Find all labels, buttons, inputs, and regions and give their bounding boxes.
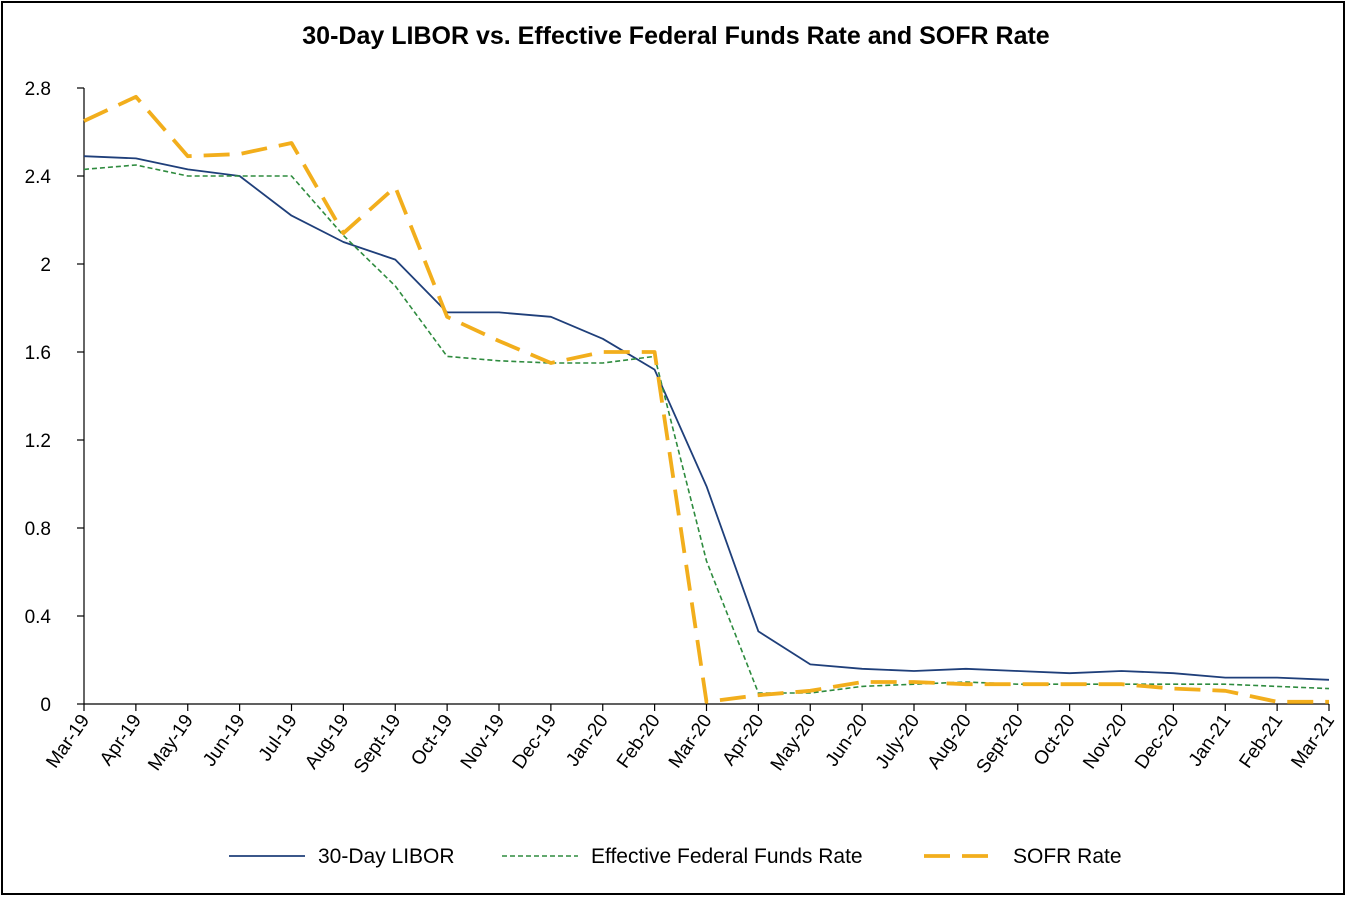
series-line-1: [83, 155, 1330, 681]
y-tick-label: 1.6: [25, 343, 51, 364]
y-tick-label: 0.8: [25, 519, 51, 540]
x-tick-label: Nov-19: [457, 711, 509, 773]
x-tick-label: Jan-21: [1185, 711, 1236, 771]
legend-label-3: SOFR Rate: [1013, 845, 1122, 868]
y-tick-label: 0: [40, 695, 51, 716]
y-axis-ticks: 0 0.4 0.8 1.2 1.6 2 2.4 2.8: [25, 79, 84, 716]
x-tick-label: Oct-19: [407, 711, 457, 770]
x-tick-label: Feb-20: [613, 711, 665, 772]
legend-label-1: 30-Day LIBOR: [318, 845, 455, 868]
x-tick-label: Sept-19: [350, 711, 405, 778]
series-lines: [83, 94, 1330, 704]
y-tick-label: 2.4: [25, 167, 52, 188]
x-tick-label: Sept-20: [972, 711, 1027, 778]
y-tick-label: 2: [40, 255, 51, 276]
x-tick-label: Aug-20: [924, 711, 976, 773]
x-tick-label: May-19: [144, 711, 198, 775]
x-tick-label: Mar-20: [665, 711, 717, 772]
x-tick-label: Jun-20: [822, 711, 873, 771]
series-line-2: [83, 164, 1330, 694]
x-tick-label: July-20: [872, 711, 924, 773]
x-tick-label: Apr-19: [96, 711, 146, 770]
x-tick-label: Nov-20: [1079, 711, 1131, 773]
y-tick-label: 0.4: [25, 607, 52, 628]
x-tick-label: Jun-19: [199, 711, 250, 771]
x-tick-label: Jan-20: [562, 711, 613, 771]
x-tick-label: Dec-19: [509, 711, 561, 773]
x-tick-label: Mar-19: [42, 711, 94, 772]
y-tick-label: 2.8: [25, 79, 51, 100]
x-tick-label: Dec-20: [1131, 711, 1183, 773]
series-line-3: [83, 94, 1329, 704]
legend-label-2: Effective Federal Funds Rate: [591, 845, 863, 868]
legend: 30-Day LIBOR Effective Federal Funds Rate…: [229, 845, 1122, 868]
x-tick-label: Apr-20: [719, 711, 769, 770]
y-tick-label: 1.2: [25, 431, 51, 452]
x-tick-label: Aug-19: [301, 711, 353, 773]
x-tick-label: Jul-19: [255, 711, 302, 765]
chart-title: 30-Day LIBOR vs. Effective Federal Funds…: [302, 22, 1050, 50]
x-tick-label: Mar-21: [1287, 711, 1339, 772]
x-tick-label: Feb-21: [1235, 711, 1287, 772]
axes: [83, 88, 1329, 705]
x-tick-label: Oct-20: [1030, 711, 1080, 770]
x-tick-label: May-20: [767, 711, 821, 775]
